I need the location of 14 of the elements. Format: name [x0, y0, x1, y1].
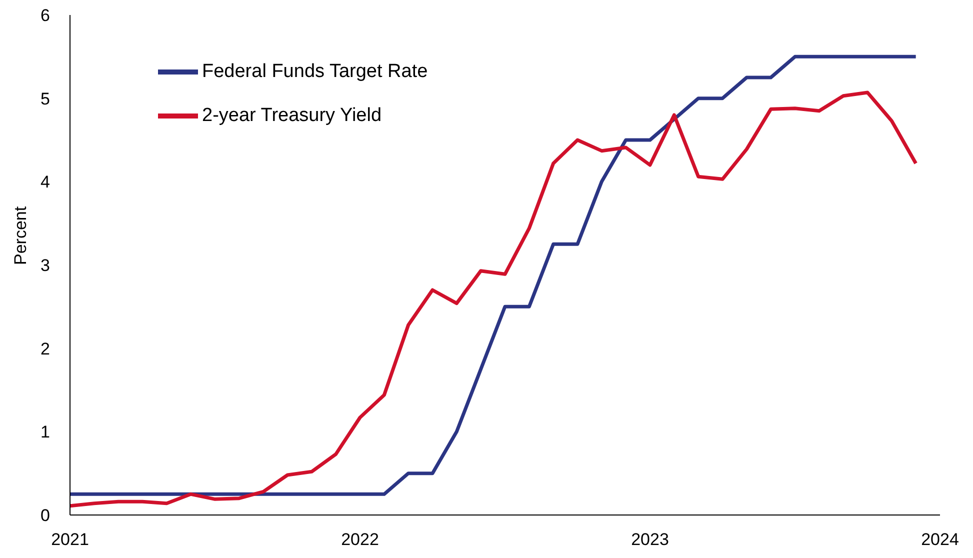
- legend-label: Federal Funds Target Rate: [202, 61, 428, 82]
- y-axis-title: Percent: [11, 206, 30, 265]
- legend-label: 2-year Treasury Yield: [202, 105, 382, 126]
- y-tick-label: 0: [40, 506, 50, 526]
- x-tick-label: 2022: [341, 530, 379, 550]
- y-tick-label: 3: [40, 256, 50, 276]
- x-tick-label: 2024: [921, 530, 959, 550]
- y-tick-label: 6: [40, 6, 50, 26]
- x-tick-label: 2021: [51, 530, 89, 550]
- y-tick-label: 1: [40, 422, 50, 442]
- y-tick-label: 5: [40, 89, 50, 108]
- y-tick-label: 2: [40, 339, 50, 358]
- x-tick-label: 2023: [631, 530, 669, 550]
- y-tick-label: 4: [40, 172, 50, 192]
